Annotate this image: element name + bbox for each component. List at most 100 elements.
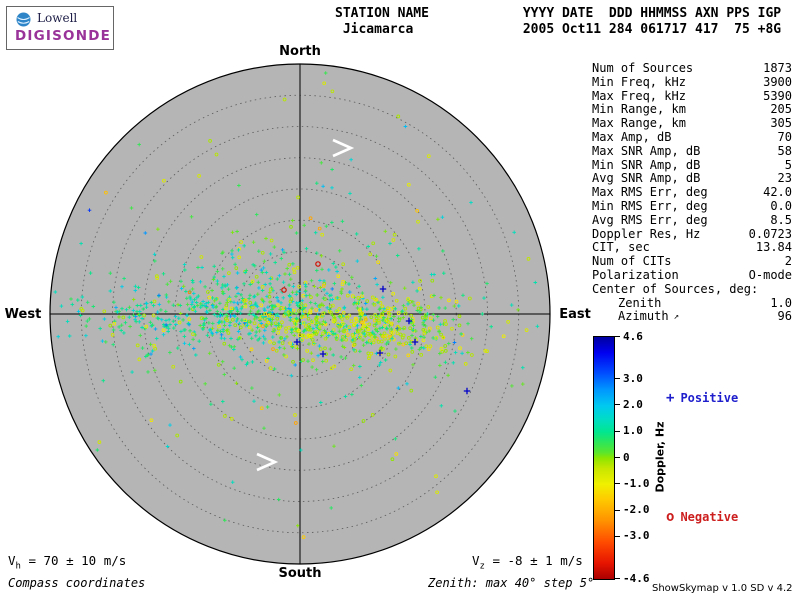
legend-positive-label: Positive xyxy=(680,391,739,405)
colorbar-axis-label: Doppler, Hz xyxy=(653,421,667,493)
colorbar-tick-mark xyxy=(615,509,620,511)
stat-value: O-mode xyxy=(748,267,792,282)
stat-label: Polarization xyxy=(592,267,679,282)
stat-row: Max Range, km 305 xyxy=(592,116,792,131)
colorbar-tick-label: 0 xyxy=(623,450,630,464)
compass-label-north: North xyxy=(279,44,321,59)
app-version-text: ShowSkymap v 1.0 SD v 4.2 xyxy=(652,583,793,594)
stat-row: Avg RMS Err, deg 8.5 xyxy=(592,212,792,228)
doppler-colorbar xyxy=(593,336,615,580)
stat-value: 8.5 xyxy=(770,212,792,227)
digisonde-logo: Lowell DIGISONDE xyxy=(6,6,114,50)
compass-label-west: West xyxy=(4,307,42,322)
stat-label: Avg RMS Err, deg xyxy=(592,212,708,227)
stat-value: 205 xyxy=(770,102,792,117)
colorbar-tick-label: -4.6 xyxy=(623,571,650,585)
stat-label: Num of Sources xyxy=(592,61,694,75)
vz-var: V xyxy=(472,553,480,568)
stat-row: Center of Sources, deg: xyxy=(592,282,792,297)
stat-row: Num of Sources 1873 xyxy=(592,61,792,76)
stat-value: 0.0723 xyxy=(748,226,792,241)
colorbar-tick-label: 2.0 xyxy=(623,397,643,411)
stat-row: Avg SNR Amp, dB 23 xyxy=(592,172,792,186)
colorbar-tick-label: -1.0 xyxy=(623,476,650,490)
stat-label: Min Range, km xyxy=(592,102,686,117)
stat-row: Doppler Res, Hz 0.0723 xyxy=(592,226,792,242)
stat-value: 13.84 xyxy=(755,240,792,255)
scatter-points xyxy=(53,71,540,539)
stat-row: Num of CITs 2 xyxy=(592,254,792,269)
vh-value: = 70 ± 10 m/s xyxy=(20,553,127,568)
stat-row: Min Freq, kHz 3900 xyxy=(592,74,792,90)
stat-value: 2 xyxy=(784,254,792,269)
logo-digisonde-text: DIGISONDE xyxy=(15,28,112,44)
stat-value: 3900 xyxy=(763,74,792,89)
colorbar-tick-mark xyxy=(615,578,620,579)
legend-positive: + Positive xyxy=(666,391,738,405)
vz-sub: z xyxy=(479,561,485,572)
zenith-grid-note: Zenith: max 40° step 5° xyxy=(428,576,595,590)
stat-value: 70 xyxy=(777,129,792,144)
coordinates-note: Compass coordinates xyxy=(8,576,146,590)
stat-label: Max RMS Err, deg xyxy=(592,185,708,200)
stat-row: Max Amp, dB 70 xyxy=(592,129,792,145)
stat-value: 96 xyxy=(777,309,792,324)
stat-label: Max SNR Amp, dB xyxy=(592,143,701,158)
stat-label: Max Amp, dB xyxy=(592,129,672,144)
horizontal-velocity-readout: Vh = 70 ± 10 m/s xyxy=(8,553,126,572)
stat-row: Zenith 1.0 xyxy=(592,295,792,311)
stat-row: Polarization O-mode xyxy=(592,267,792,283)
header-column-labels: STATION NAME YYYY DATE DDD HHMMSS AXN PP… xyxy=(335,6,782,21)
stat-label: CIT, sec xyxy=(592,240,650,255)
colorbar-tick-label: 4.6 xyxy=(623,329,643,343)
plus-marker-icon: + xyxy=(666,390,675,406)
stat-label: Doppler Res, Hz xyxy=(592,226,701,241)
legend-negative-label: Negative xyxy=(680,510,739,524)
stat-row: Max SNR Amp, dB 58 xyxy=(592,143,792,159)
stat-label: Min Freq, kHz xyxy=(592,74,686,89)
stat-row: Max Freq, kHz 5390 xyxy=(592,89,792,104)
outlier-points xyxy=(281,261,471,395)
stat-value: 42.0 xyxy=(763,185,792,200)
circle-marker-icon: o xyxy=(666,509,675,525)
colorbar-tick-label: 3.0 xyxy=(623,371,643,385)
stat-row: CIT, sec 13.84 xyxy=(592,241,792,255)
colorbar-tick-mark xyxy=(615,336,620,337)
compass-label-east: East xyxy=(559,307,591,322)
stat-label: Avg SNR Amp, dB xyxy=(592,171,701,186)
stat-row: Azimuth ↗ 96 xyxy=(592,310,792,324)
stat-label: Min SNR Amp, dB xyxy=(592,157,701,172)
legend-negative: o Negative xyxy=(666,510,738,524)
vh-var: V xyxy=(8,553,16,568)
colorbar-tick-label: 1.0 xyxy=(623,424,643,438)
colorbar-tick-mark xyxy=(615,430,620,432)
colorbar-tick-mark xyxy=(615,378,620,380)
stat-value: 23 xyxy=(777,171,792,186)
stat-row: Min RMS Err, deg 0.0 xyxy=(592,198,792,214)
stat-row: Min Range, km 205 xyxy=(592,103,792,117)
colorbar-tick-mark xyxy=(615,404,620,406)
colorbar-tick-mark xyxy=(615,457,620,458)
stat-value: 305 xyxy=(770,116,792,131)
stat-label: Min RMS Err, deg xyxy=(592,198,708,213)
colorbar-tick-label: -2.0 xyxy=(623,503,650,517)
stat-label: Max Range, km xyxy=(592,116,686,131)
colorbar-tick-mark xyxy=(615,535,620,537)
lowell-globe-icon xyxy=(16,12,31,27)
azimuth-direction-icon: ↗ xyxy=(673,311,679,322)
stat-label: Zenith xyxy=(618,295,662,310)
drift-direction-arrows xyxy=(256,138,355,472)
stats-panel: Num of Sources 1873 Min Freq, kHz 3900 Max F… xyxy=(592,61,792,324)
vh-sub: h xyxy=(15,561,21,572)
stat-row: Min SNR Amp, dB 5 xyxy=(592,157,792,173)
stat-label: Azimuth ↗ xyxy=(618,309,679,324)
header-station-values: Jicamarca 2005 Oct11 284 061717 417 75 +… xyxy=(335,22,782,37)
vz-value: = -8 ± 1 m/s xyxy=(484,553,583,568)
stat-value: 58 xyxy=(777,143,792,158)
colorbar-tick-mark xyxy=(615,483,620,485)
stat-value: 1.0 xyxy=(770,295,792,310)
logo-lowell-text: Lowell xyxy=(37,11,78,25)
stat-label: Num of CITs xyxy=(592,254,672,269)
